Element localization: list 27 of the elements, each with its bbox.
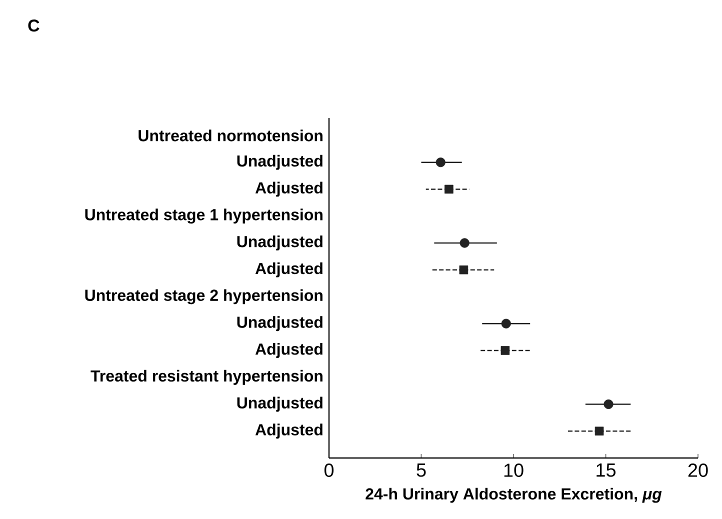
y-tick-label: Unadjusted: [237, 236, 322, 250]
x-tick-label: 20: [688, 464, 708, 477]
point: [501, 318, 511, 328]
text: C: [28, 20, 40, 32]
y-tick-label: Unadjusted: [237, 396, 322, 412]
point: [500, 346, 510, 355]
x-tick-label: 15: [596, 464, 616, 477]
point: [436, 158, 446, 168]
y-tick-label: Unadjusted: [237, 154, 322, 170]
y-tick-label: Adjusted: [255, 182, 322, 197]
y-tick-label: Adjusted: [255, 424, 322, 439]
x-axis-title: 24-h Urinary Aldosterone Excretion, μg: [366, 488, 662, 503]
y-tick-label: Untreated normotension: [138, 130, 322, 142]
y-tick-label: Adjusted: [255, 262, 322, 278]
y-tick-label: Untreated stage 2 hypertension: [85, 289, 322, 304]
x-tick-label: 10: [504, 464, 524, 477]
point: [604, 399, 614, 410]
y-tick-label: Treated resistant hypertension: [90, 370, 322, 385]
point: [594, 426, 604, 436]
point: [460, 238, 470, 248]
x-tick-label: 0: [324, 464, 334, 477]
y-tick-label: Adjusted: [255, 343, 322, 358]
point: [444, 184, 454, 194]
point: [459, 265, 468, 274]
x-tick-label: 5: [416, 464, 426, 477]
y-tick-label: Untreated stage 1 hypertension: [85, 208, 322, 224]
y-tick-label: Unadjusted: [237, 316, 322, 332]
